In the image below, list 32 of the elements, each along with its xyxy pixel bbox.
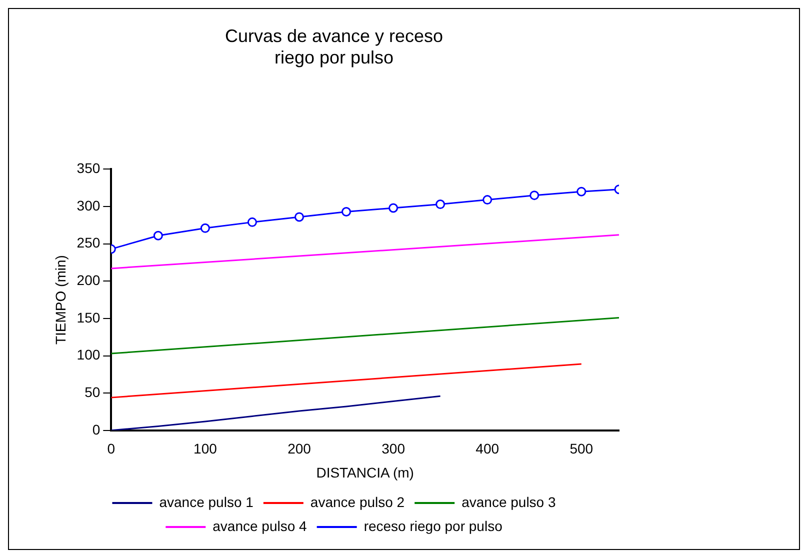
point bbox=[530, 190, 540, 200]
point bbox=[388, 203, 398, 213]
chart-title: Curvas de avance y receso riego por pulso bbox=[224, 26, 444, 68]
legend-label: avance pulso 3 bbox=[462, 494, 556, 510]
y-tick-label: 100 bbox=[76, 346, 100, 363]
point bbox=[576, 186, 586, 196]
point bbox=[482, 195, 492, 205]
y-tick-label: 200 bbox=[76, 272, 100, 288]
y-axis-title: TIEMPO (min) bbox=[52, 255, 68, 345]
point bbox=[200, 223, 210, 233]
point bbox=[342, 206, 352, 216]
y-tick-label: 300 bbox=[76, 197, 100, 214]
legend-label: receso riego por pulso bbox=[364, 518, 503, 534]
y-tick-label: 0 bbox=[92, 421, 100, 438]
x-tick-label: 200 bbox=[288, 440, 312, 457]
x-axis-title: DISTANCIA (m) bbox=[316, 464, 414, 480]
x-tick-label: 100 bbox=[194, 440, 218, 457]
y-tick-label: 350 bbox=[76, 160, 100, 176]
x-tick-label: 0 bbox=[107, 440, 116, 457]
point bbox=[247, 217, 257, 227]
y-tick-label: 250 bbox=[76, 234, 100, 251]
legend-label: avance pulso 4 bbox=[212, 518, 308, 534]
point bbox=[153, 230, 163, 240]
legend-label: avance pulso 2 bbox=[310, 494, 405, 510]
y-tick-label: 150 bbox=[76, 309, 100, 326]
x-tick-label: 500 bbox=[570, 440, 594, 457]
x-tick-label: 400 bbox=[476, 440, 500, 457]
point bbox=[294, 212, 304, 222]
x-tick-label: 300 bbox=[382, 440, 406, 457]
y-tick-label: 50 bbox=[84, 384, 100, 400]
legend-label: avance pulso 1 bbox=[159, 494, 254, 510]
point bbox=[436, 200, 446, 210]
